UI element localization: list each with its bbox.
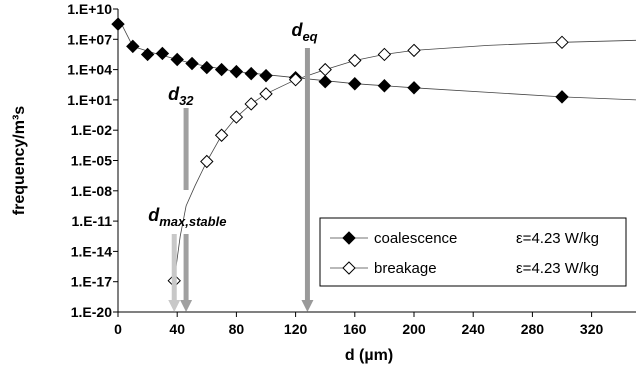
x-tick-label: 240	[462, 321, 486, 337]
data-point	[214, 128, 229, 142]
deq-arrow	[301, 48, 314, 312]
data-point	[140, 47, 155, 62]
deq-label-subscript: eq	[302, 29, 317, 44]
data-point	[407, 81, 421, 95]
series-coalescence	[111, 16, 636, 104]
d32-arrow	[180, 234, 193, 312]
y-tick-label: 1.E-08	[71, 183, 112, 199]
data-point	[200, 154, 214, 169]
y-tick-label: 1.E-02	[71, 122, 112, 138]
data-point	[229, 64, 244, 79]
data-point	[200, 60, 214, 75]
data-point	[111, 17, 125, 31]
data-point	[348, 53, 362, 68]
y-tick-label: 1.E-17	[71, 274, 112, 290]
data-point	[377, 47, 392, 62]
data-point	[244, 97, 258, 111]
data-point	[555, 35, 569, 50]
y-tick-label: 1.E+07	[67, 31, 112, 47]
d32-label: d32	[168, 84, 194, 108]
legend-marker	[342, 261, 356, 275]
data-point	[318, 62, 332, 77]
dmax-arrow-head	[168, 300, 181, 312]
dmax-label: dmax,stable	[148, 205, 226, 229]
legend: coalescence ε=4.23 W/kg breakage ε=4.23 W/k…	[319, 217, 627, 287]
series-line	[117, 16, 636, 101]
data-point	[318, 75, 332, 89]
x-tick-label: 120	[284, 321, 308, 337]
y-tick-label: 1.E+01	[67, 92, 112, 108]
d32-arrow-head	[180, 300, 193, 312]
deq-label: deq	[291, 20, 317, 44]
deq-arrow-head	[301, 300, 314, 312]
data-point	[259, 87, 273, 101]
x-tick-label: 0	[114, 321, 122, 337]
data-point	[155, 46, 170, 61]
d32-label-subscript: 32	[179, 93, 194, 108]
data-point	[377, 79, 392, 93]
y-tick-label: 1.E-05	[71, 153, 112, 169]
legend-marker	[342, 231, 356, 245]
legend-box	[319, 217, 627, 287]
data-point	[244, 66, 258, 81]
x-tick-label: 160	[343, 321, 367, 337]
x-tick-label: 280	[521, 321, 545, 337]
data-point	[348, 77, 362, 91]
dmax-label-subscript: max,stable	[159, 214, 226, 229]
y-tick-label: 1.E+04	[67, 62, 112, 78]
data-point	[170, 52, 184, 67]
legend-eps: ε=4.23 W/kg	[516, 230, 599, 247]
dmax-arrow	[168, 234, 181, 312]
data-point	[288, 72, 303, 87]
legend-label-coalescence: coalescence	[374, 230, 457, 247]
x-axis-title: d (µm)	[345, 347, 393, 364]
series-layer	[111, 16, 636, 288]
data-point	[214, 62, 229, 77]
y-tick-label: 1.E+10	[67, 1, 112, 17]
data-point	[555, 90, 569, 104]
axes: 1.E+10 1.E+07 1.E+04 1.E+01 1.E-02 1.E-05 1.E-…	[11, 1, 636, 364]
x-tick-label: 40	[169, 321, 185, 337]
annotations: deq d32 dmax,stable	[148, 20, 318, 312]
series-breakage	[167, 35, 636, 288]
data-point	[259, 68, 273, 83]
x-tick-label: 80	[229, 321, 245, 337]
data-point	[407, 43, 421, 58]
y-tick-label: 1.E-20	[71, 304, 112, 320]
data-point	[185, 56, 199, 71]
x-tick-label: 320	[580, 321, 604, 337]
data-point	[126, 39, 140, 54]
y-tick-label: 1.E-14	[71, 243, 112, 259]
y-axis-title: frequency/m³s	[11, 106, 28, 215]
legend-eps: ε=4.23 W/kg	[516, 260, 599, 277]
data-point	[229, 110, 244, 124]
y-tick-label: 1.E-11	[72, 213, 113, 229]
x-tick-label: 200	[402, 321, 426, 337]
legend-label-breakage: breakage	[374, 260, 437, 277]
